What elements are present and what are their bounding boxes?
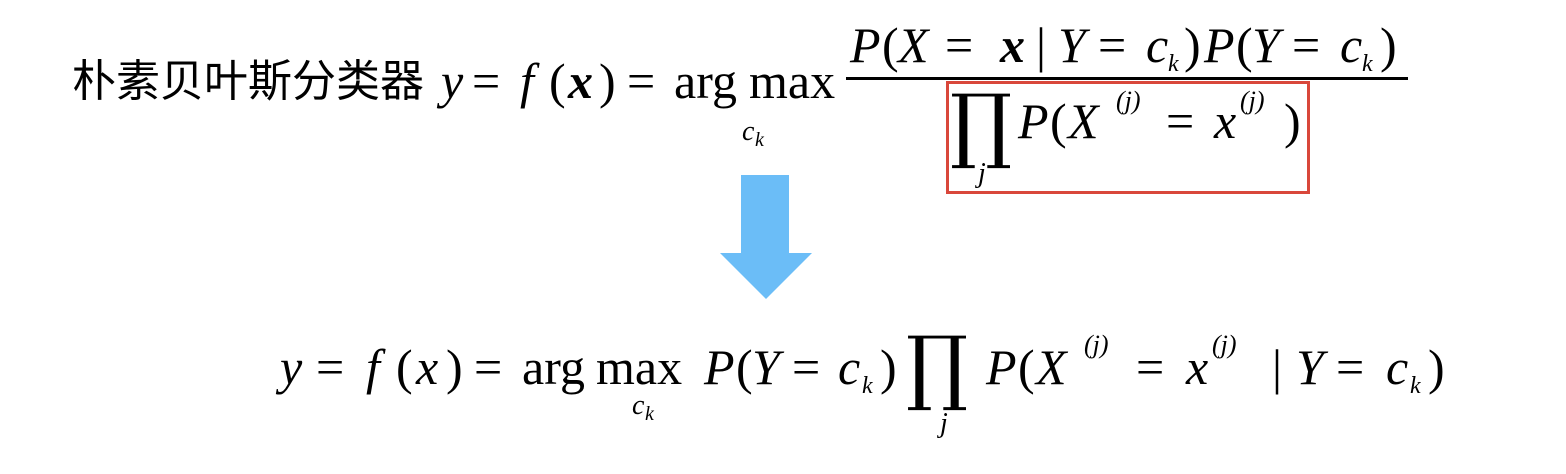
paren-close: ) xyxy=(880,339,897,395)
var-X: X xyxy=(898,17,929,73)
paren-open: ( xyxy=(882,17,899,73)
var-c: c xyxy=(838,339,861,395)
paren-open: ( xyxy=(549,53,566,109)
down-arrow-icon xyxy=(720,175,812,301)
sup-j: (j) xyxy=(1116,86,1141,115)
equals-sign: = xyxy=(472,53,501,109)
product-sub-j: j xyxy=(940,408,948,439)
denominator-highlight-box xyxy=(946,81,1310,194)
paren-close: ) xyxy=(1380,17,1397,73)
equals-sign: = xyxy=(945,17,974,73)
paren-close: ) xyxy=(446,339,463,395)
vec-x: x xyxy=(1000,17,1025,73)
equals-sign: = xyxy=(316,339,345,395)
given-bar: | xyxy=(1036,17,1047,73)
equals-sign: = xyxy=(1292,17,1321,73)
product-sub-j: j xyxy=(978,158,986,189)
sup-j: (j) xyxy=(1240,86,1265,115)
paren-close: ) xyxy=(1184,17,1201,73)
var-c: c xyxy=(1146,17,1169,73)
argmax-arg: arg xyxy=(522,339,585,395)
sub-k: k xyxy=(1410,373,1421,399)
sub-k: k xyxy=(862,373,873,399)
prob-P: P xyxy=(704,339,735,395)
var-y: y xyxy=(280,339,303,395)
var-Y: Y xyxy=(1058,17,1086,73)
argmax-max: max xyxy=(749,53,836,109)
func-f: f xyxy=(366,339,380,395)
paren-open: ( xyxy=(736,339,753,395)
var-Y: Y xyxy=(752,339,780,395)
argmax-sub-c: c xyxy=(742,116,755,147)
argmax-sub-c: c xyxy=(632,390,645,421)
argmax-sub-k: k xyxy=(645,403,654,425)
var-c: c xyxy=(1340,17,1363,73)
var-y: y xyxy=(441,53,464,109)
product-symbol: ∏ xyxy=(950,77,1013,173)
sup-j: (j) xyxy=(1212,330,1237,359)
sup-j: (j) xyxy=(1084,330,1109,359)
fraction-bar xyxy=(846,77,1408,80)
argmax-max: max xyxy=(596,339,683,395)
paren-open: ( xyxy=(1050,93,1067,149)
paren-close: ) xyxy=(599,53,616,109)
var-c: c xyxy=(1386,339,1409,395)
var-x: x xyxy=(1214,93,1237,149)
sub-k: k xyxy=(1168,51,1179,77)
var-Y: Y xyxy=(1296,339,1324,395)
prob-P: P xyxy=(1204,17,1235,73)
equals-sign: = xyxy=(792,339,821,395)
formula-label: 朴素贝叶斯分类器 xyxy=(72,56,424,107)
prob-P: P xyxy=(1018,93,1049,149)
equals-sign: = xyxy=(1166,93,1195,149)
equals-sign: = xyxy=(1336,339,1365,395)
var-x: x xyxy=(416,339,439,395)
equals-sign: = xyxy=(474,339,503,395)
paren-close: ) xyxy=(1284,93,1301,149)
equals-sign: = xyxy=(1098,17,1127,73)
paren-open: ( xyxy=(396,339,413,395)
given-bar: | xyxy=(1272,339,1283,395)
var-Y: Y xyxy=(1252,17,1280,73)
prob-P: P xyxy=(850,17,881,73)
vec-x: x xyxy=(568,53,593,109)
equals-sign: = xyxy=(627,53,656,109)
paren-open: ( xyxy=(1018,339,1035,395)
var-x: x xyxy=(1186,339,1209,395)
argmax-arg: arg xyxy=(674,53,737,109)
equals-sign: = xyxy=(1136,339,1165,395)
paren-close: ) xyxy=(1428,339,1445,395)
paren-open: ( xyxy=(1236,17,1253,73)
prob-P: P xyxy=(986,339,1017,395)
func-f: f xyxy=(520,53,534,109)
product-symbol: ∏ xyxy=(906,319,969,415)
argmax-sub-k: k xyxy=(755,129,764,151)
sub-k: k xyxy=(1362,51,1373,77)
var-X: X xyxy=(1068,93,1099,149)
var-X: X xyxy=(1036,339,1067,395)
